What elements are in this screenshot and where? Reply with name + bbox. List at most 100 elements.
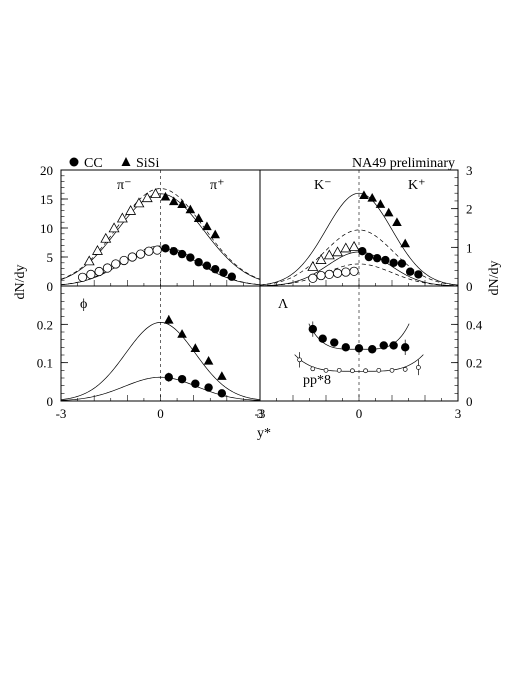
x-axis-label: y* — [257, 426, 271, 441]
data-point — [315, 254, 327, 264]
data-point — [83, 255, 95, 266]
data-point — [111, 259, 121, 269]
data-point — [324, 269, 334, 279]
x-tick-label: 0 — [157, 406, 164, 421]
fit-curve-0 — [61, 322, 260, 401]
data-point — [227, 272, 237, 281]
data-point — [379, 341, 388, 350]
y-tick-label: 0 — [466, 394, 473, 409]
data-point — [389, 341, 398, 350]
particle-label: Λ — [278, 297, 289, 312]
data-point — [100, 232, 112, 243]
legend: CC SiSi — [69, 156, 159, 171]
data-point — [217, 371, 227, 380]
data-point — [348, 240, 360, 251]
fit-curve-1 — [260, 229, 458, 286]
data-point — [402, 367, 408, 372]
right-y-axis-label: dN/dy — [487, 261, 502, 296]
data-point — [307, 261, 319, 271]
y-tick-label: 5 — [47, 250, 54, 265]
data-point — [400, 238, 410, 248]
data-point — [336, 367, 342, 373]
data-point — [77, 272, 88, 282]
data-point — [368, 345, 377, 354]
data-point — [341, 267, 351, 277]
data-point — [163, 314, 174, 324]
y-tick-label: 10 — [40, 221, 53, 236]
data-point — [203, 355, 214, 365]
fit-curve-3 — [61, 245, 260, 286]
legend-cc-marker — [69, 157, 79, 167]
data-point — [211, 264, 220, 274]
legend-sisi-marker — [121, 157, 131, 166]
fit-curve-0 — [61, 193, 260, 280]
data-point — [119, 255, 129, 266]
data-point — [194, 258, 203, 267]
data-point — [332, 268, 343, 278]
data-point — [358, 247, 367, 256]
data-point — [297, 357, 302, 363]
data-point — [359, 190, 369, 199]
data-point — [164, 373, 173, 382]
fit-curve-1 — [294, 354, 424, 372]
data-point — [308, 273, 318, 283]
legend-sisi-label: SiSi — [136, 156, 159, 171]
data-point — [323, 249, 335, 260]
pp-scaled-label: pp*8 — [303, 373, 331, 388]
data-point — [340, 242, 352, 253]
data-point — [150, 188, 162, 199]
data-point — [376, 367, 382, 373]
data-point — [381, 255, 390, 265]
x-tick-label: 0 — [356, 406, 363, 421]
data-point — [310, 366, 316, 372]
fit-curve-1 — [61, 188, 260, 280]
left-y-axis-label: dN/dy — [13, 265, 28, 300]
data-point — [190, 343, 201, 352]
data-point — [193, 213, 204, 222]
data-point — [210, 229, 221, 239]
y-tick-label: 2 — [466, 202, 473, 217]
data-point — [204, 383, 213, 392]
data-point — [186, 253, 195, 262]
x-tick-label: -3 — [56, 406, 67, 421]
kaon-panel: 0 1 2 3 K⁻ K⁺ — [259, 163, 473, 294]
legend-cc-label: CC — [84, 156, 103, 171]
data-point — [354, 344, 364, 353]
data-point — [363, 368, 368, 374]
y-tick-label: 0.4 — [466, 317, 483, 332]
data-point — [308, 324, 317, 334]
data-point — [160, 191, 171, 201]
data-point — [191, 379, 200, 388]
data-point — [136, 249, 146, 259]
particle-label: π⁺ — [210, 178, 224, 193]
data-point — [125, 204, 137, 215]
particle-label: K⁺ — [408, 178, 426, 193]
data-point — [389, 367, 395, 373]
data-point — [330, 338, 339, 347]
data-point — [397, 259, 407, 268]
data-point — [323, 367, 329, 373]
y-tick-label: 3 — [466, 163, 473, 178]
data-point — [389, 258, 398, 267]
data-point — [144, 246, 154, 256]
data-point — [202, 261, 212, 270]
data-point — [318, 334, 327, 343]
fit-curve-0 — [260, 192, 458, 286]
na49-annotation: NA49 preliminary — [352, 156, 455, 171]
data-point — [367, 193, 377, 202]
data-point — [141, 192, 153, 203]
data-point — [92, 244, 103, 255]
data-point — [102, 263, 113, 273]
data-point — [177, 199, 187, 209]
y-tick-label: 0.2 — [466, 356, 482, 371]
data-point — [202, 221, 212, 231]
data-point — [133, 197, 145, 208]
data-point — [349, 266, 359, 276]
data-point — [416, 365, 421, 370]
data-point — [383, 207, 394, 217]
data-point — [177, 329, 187, 338]
data-point — [375, 199, 386, 208]
data-point — [152, 245, 162, 255]
x-tick-label: 3 — [257, 406, 264, 421]
x-tick-label: -3 — [255, 406, 266, 421]
